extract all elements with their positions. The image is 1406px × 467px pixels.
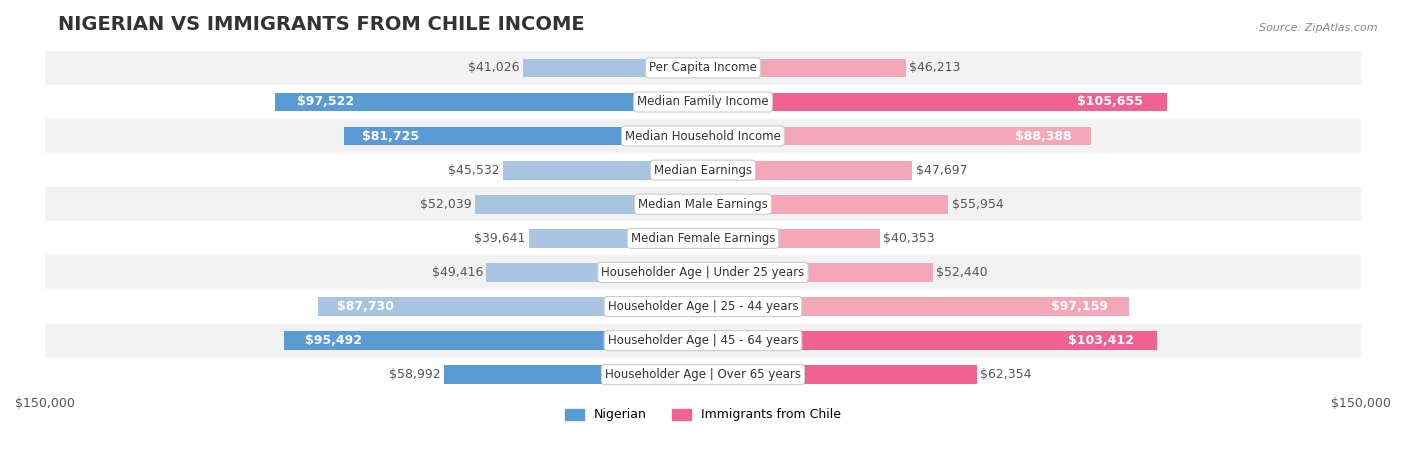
Text: $87,730: $87,730 — [337, 300, 394, 313]
Bar — [703, 195, 949, 213]
Bar — [45, 153, 1361, 187]
Text: Householder Age | Under 25 years: Householder Age | Under 25 years — [602, 266, 804, 279]
Bar — [45, 358, 1361, 392]
Text: $62,354: $62,354 — [980, 368, 1032, 381]
Bar — [703, 161, 912, 179]
Bar — [703, 263, 934, 282]
Text: $45,532: $45,532 — [449, 163, 501, 177]
Text: $52,039: $52,039 — [420, 198, 471, 211]
Bar — [503, 161, 703, 179]
Bar — [703, 331, 1157, 350]
Text: $95,492: $95,492 — [305, 334, 361, 347]
Bar — [45, 85, 1361, 119]
Text: $40,353: $40,353 — [883, 232, 935, 245]
Bar — [703, 92, 1167, 111]
Text: Householder Age | 45 - 64 years: Householder Age | 45 - 64 years — [607, 334, 799, 347]
Bar — [276, 92, 703, 111]
Text: Per Capita Income: Per Capita Income — [650, 61, 756, 74]
Bar — [475, 195, 703, 213]
Text: $81,725: $81,725 — [363, 129, 419, 142]
Bar — [703, 58, 905, 77]
Bar — [703, 365, 977, 384]
Bar — [703, 297, 1129, 316]
Text: $97,159: $97,159 — [1050, 300, 1108, 313]
Text: $97,522: $97,522 — [297, 95, 354, 108]
Bar — [45, 290, 1361, 324]
Text: $88,388: $88,388 — [1015, 129, 1071, 142]
Text: $103,412: $103,412 — [1069, 334, 1135, 347]
Bar — [45, 187, 1361, 221]
Text: Median Household Income: Median Household Income — [626, 129, 780, 142]
Bar — [344, 127, 703, 145]
Bar — [703, 229, 880, 248]
Text: $58,992: $58,992 — [389, 368, 441, 381]
Text: $41,026: $41,026 — [468, 61, 520, 74]
Legend: Nigerian, Immigrants from Chile: Nigerian, Immigrants from Chile — [561, 403, 845, 426]
Bar — [703, 127, 1091, 145]
Text: $52,440: $52,440 — [936, 266, 988, 279]
Bar — [486, 263, 703, 282]
Text: $49,416: $49,416 — [432, 266, 482, 279]
Text: Householder Age | 25 - 44 years: Householder Age | 25 - 44 years — [607, 300, 799, 313]
Text: NIGERIAN VS IMMIGRANTS FROM CHILE INCOME: NIGERIAN VS IMMIGRANTS FROM CHILE INCOME — [58, 15, 585, 34]
Text: Source: ZipAtlas.com: Source: ZipAtlas.com — [1260, 23, 1378, 33]
Text: $105,655: $105,655 — [1077, 95, 1143, 108]
Text: $39,641: $39,641 — [474, 232, 526, 245]
Text: Median Male Earnings: Median Male Earnings — [638, 198, 768, 211]
Text: $47,697: $47,697 — [915, 163, 967, 177]
Bar — [529, 229, 703, 248]
Bar — [284, 331, 703, 350]
Text: Median Family Income: Median Family Income — [637, 95, 769, 108]
Text: Householder Age | Over 65 years: Householder Age | Over 65 years — [605, 368, 801, 381]
Text: $46,213: $46,213 — [910, 61, 960, 74]
Bar — [523, 58, 703, 77]
Text: Median Female Earnings: Median Female Earnings — [631, 232, 775, 245]
Bar — [318, 297, 703, 316]
Bar — [45, 119, 1361, 153]
Text: $55,954: $55,954 — [952, 198, 1004, 211]
Bar — [45, 221, 1361, 255]
Bar — [45, 324, 1361, 358]
Text: Median Earnings: Median Earnings — [654, 163, 752, 177]
Bar — [45, 255, 1361, 290]
Bar — [45, 51, 1361, 85]
Bar — [444, 365, 703, 384]
